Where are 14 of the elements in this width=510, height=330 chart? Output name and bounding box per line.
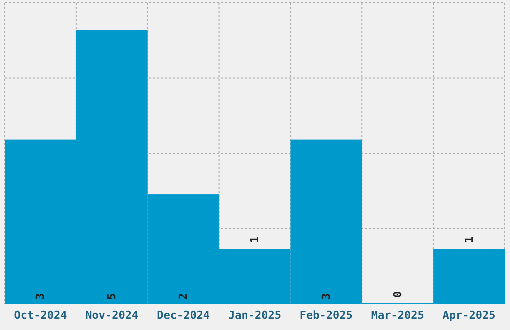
data-label: 1 [248,236,262,244]
x-tick-label: Nov-2024 [86,309,140,322]
data-label: 0 [391,291,404,298]
data-label: 5 [106,293,119,300]
x-tick-label: Mar-2025 [371,309,424,322]
x-tick-label: Apr-2025 [442,309,496,322]
data-label: 1 [462,236,476,244]
x-tick-label: Dec-2024 [157,309,210,322]
data-label: 3 [320,293,333,300]
x-tick-label: Jan-2025 [228,309,282,322]
x-tick-label: Feb-2025 [300,309,353,322]
data-label: 3 [34,293,48,300]
data-label: 2 [177,293,190,300]
x-tick-label: Oct-2024 [14,309,68,322]
